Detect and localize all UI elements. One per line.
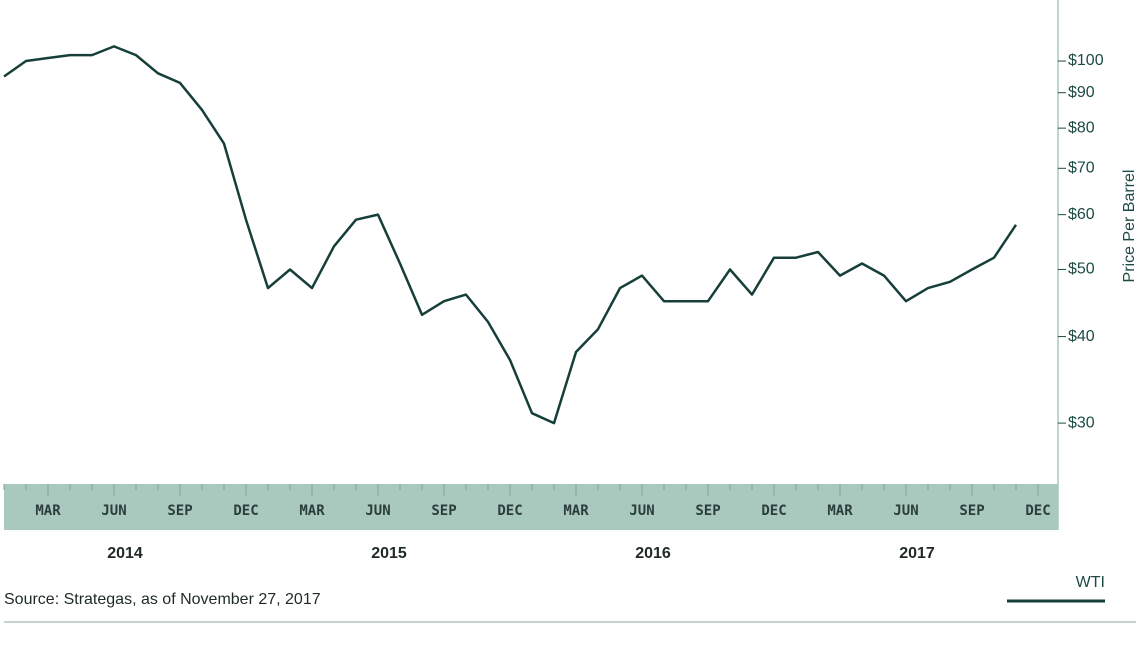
x-tick-label: JUN	[101, 503, 126, 519]
x-tick-label: JUN	[893, 503, 918, 519]
year-label: 2015	[371, 545, 407, 562]
x-tick-label: DEC	[233, 503, 258, 519]
legend-label: WTI	[1076, 574, 1105, 591]
y-tick-label: $100	[1068, 52, 1104, 69]
y-tick-label: $40	[1068, 328, 1095, 345]
x-tick-label: SEP	[167, 503, 192, 519]
x-tick-label: DEC	[497, 503, 522, 519]
x-tick-label: JUN	[365, 503, 390, 519]
x-tick-label: SEP	[695, 503, 720, 519]
y-tick-label: $90	[1068, 84, 1095, 101]
x-tick-label: DEC	[1025, 503, 1050, 519]
x-tick-label: JUN	[629, 503, 654, 519]
price-line	[3, 45, 1018, 425]
x-tick-label: SEP	[959, 503, 984, 519]
y-tick-label: $60	[1068, 206, 1095, 223]
year-label: 2017	[899, 545, 935, 562]
x-tick-label: MAR	[827, 503, 853, 519]
y-tick-label: $80	[1068, 119, 1095, 136]
x-tick-label: MAR	[563, 503, 589, 519]
y-tick-label: $30	[1068, 414, 1095, 431]
y-tick-label: $70	[1068, 160, 1095, 177]
year-label: 2014	[107, 545, 143, 562]
x-tick-label: DEC	[761, 503, 786, 519]
x-tick-label: MAR	[299, 503, 325, 519]
source-note: Source: Strategas, as of November 27, 20…	[4, 591, 321, 608]
x-tick-label: SEP	[431, 503, 456, 519]
y-tick-label: $50	[1068, 261, 1095, 278]
year-label: 2016	[635, 545, 671, 562]
y-axis-title: Price Per Barrel	[1121, 170, 1138, 283]
x-tick-label: MAR	[35, 503, 61, 519]
